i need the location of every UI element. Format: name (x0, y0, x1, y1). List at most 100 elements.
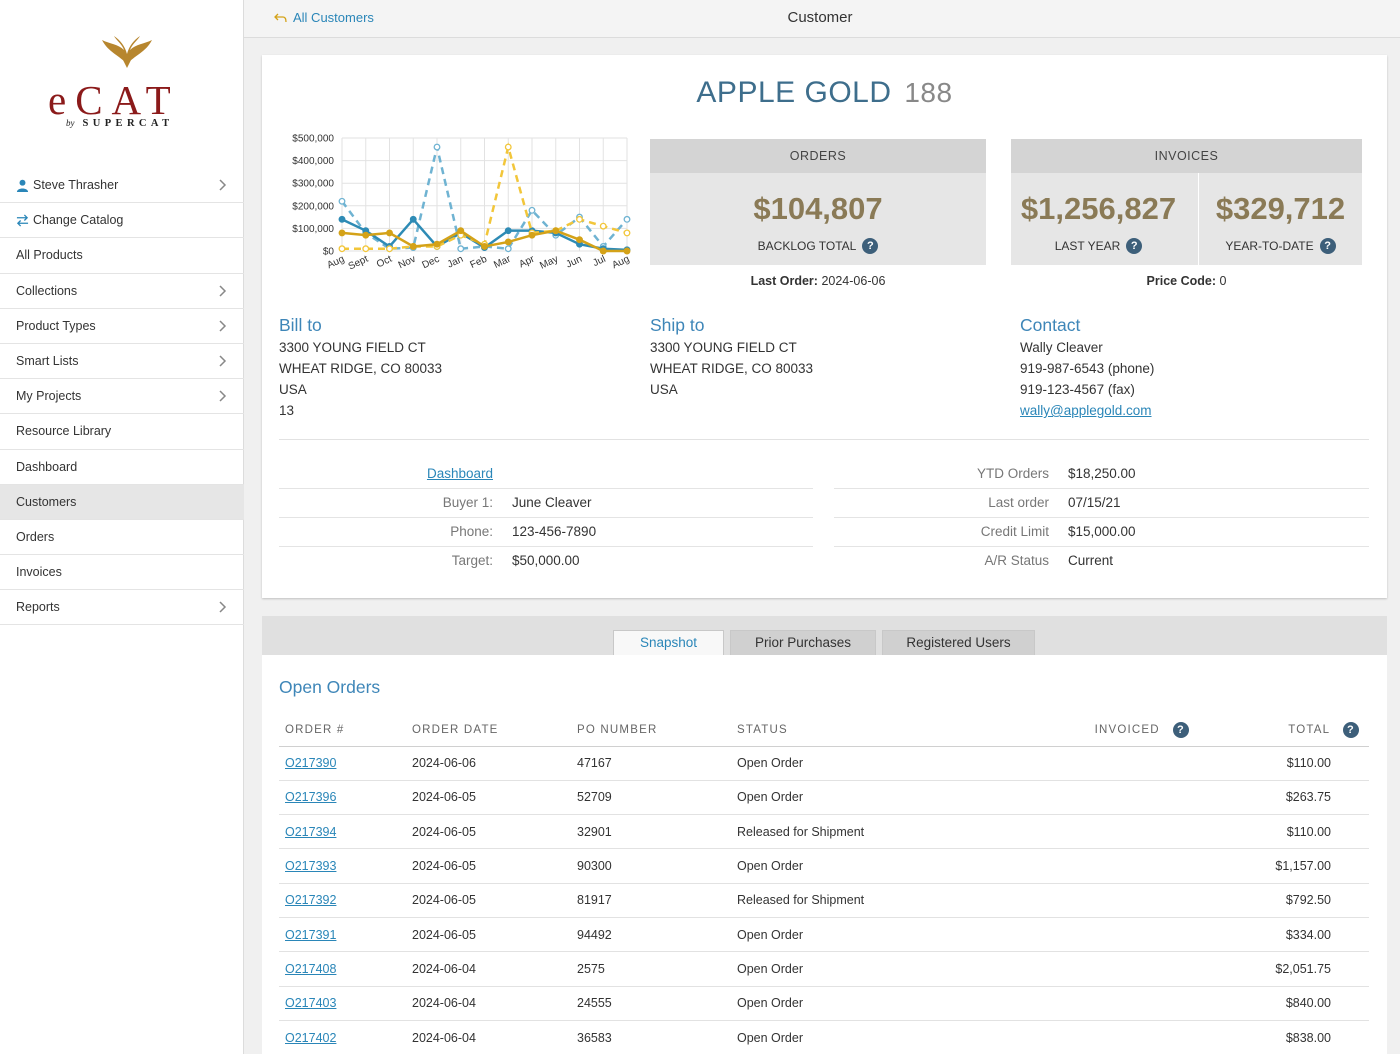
order-link[interactable]: O217394 (285, 824, 337, 839)
help-icon[interactable]: ? (1126, 238, 1143, 254)
sidebar-item-label: Reports (16, 600, 60, 615)
sidebar-item-orders[interactable]: Orders (0, 520, 244, 556)
order-link[interactable]: O217393 (285, 859, 337, 874)
sidebar-item-dashboard[interactable]: Dashboard (0, 450, 244, 485)
sidebar-item-product-types[interactable]: Product Types (0, 309, 244, 344)
detail-value: $50,000.00 (512, 553, 580, 568)
detail-value: 07/15/21 (1068, 495, 1121, 510)
sidebar-item-customers[interactable]: Customers (0, 484, 244, 520)
invoiced (1027, 1020, 1189, 1054)
help-icon[interactable]: ? (1173, 722, 1189, 739)
data-point (386, 245, 393, 253)
x-tick-label: Jan (446, 254, 465, 271)
bill-to-line3: USA (279, 382, 307, 397)
po-number: 81917 (577, 883, 737, 918)
data-point (552, 227, 560, 235)
order-status: Open Order (737, 746, 1027, 781)
x-tick-label: Jun (565, 254, 584, 271)
orders-summary-box: ORDERS $104,807 BACKLOG TOTAL ? (650, 139, 986, 265)
order-total: $2,051.75 (1189, 951, 1369, 987)
y-tick-label: $500,000 (292, 134, 334, 145)
all-customers-link[interactable]: All Customers (274, 10, 374, 25)
tab-prior-purchases[interactable]: Prior Purchases (730, 630, 876, 656)
order-link[interactable]: O217402 (285, 1030, 337, 1045)
data-point (481, 243, 488, 250)
x-tick-label: May (538, 254, 560, 272)
x-tick-label: Jul (591, 254, 607, 269)
detail-value: $18,250.00 (1068, 466, 1136, 481)
chevron-right-icon (219, 285, 227, 297)
last-year-value: $1,256,827 (1020, 191, 1177, 226)
data-point (528, 206, 536, 214)
detail-value: June Cleaver (512, 495, 592, 510)
col-header-order-date[interactable]: ORDER DATE (412, 710, 577, 747)
order-link[interactable]: O217392 (285, 893, 337, 908)
sidebar-item-collections[interactable]: Collections (0, 274, 244, 309)
order-link[interactable]: O217408 (285, 961, 337, 976)
data-point (338, 215, 346, 223)
tab-snapshot[interactable]: Snapshot (613, 630, 724, 656)
detail-label: Credit Limit (980, 524, 1049, 539)
data-point (623, 215, 631, 223)
contact-fax: 919-123-4567 (fax) (1020, 382, 1135, 397)
order-status: Open Order (737, 848, 1027, 884)
ytd-value: $329,712 (1215, 191, 1346, 226)
col-header-invoiced[interactable]: INVOICED ? (1027, 710, 1189, 747)
data-point (623, 247, 631, 255)
order-link[interactable]: O217390 (285, 756, 337, 771)
bill-to-line2: WHEAT RIDGE, CO 80033 (279, 361, 443, 376)
help-icon[interactable]: ? (1319, 238, 1336, 254)
ecat-logo[interactable]: eCAT by SUPERCAT (48, 34, 213, 134)
page-title: Customer (787, 9, 853, 26)
ship-to-block: Ship to 3300 YOUNG FIELD CT WHEAT RIDGE,… (650, 315, 813, 400)
orders-header: ORDERS (650, 139, 986, 173)
order-link[interactable]: O217403 (285, 996, 337, 1011)
help-icon[interactable]: ? (862, 238, 879, 254)
ship-to-line2: WHEAT RIDGE, CO 80033 (650, 361, 814, 376)
sidebar-item-change-catalog[interactable]: Change Catalog (0, 203, 244, 239)
data-point (457, 227, 465, 235)
table-row: O217392 2024-06-05 81917 Released for Shipm… (279, 883, 1369, 918)
order-link[interactable]: O217396 (285, 790, 337, 805)
data-point (504, 238, 512, 246)
contact-name: Wally Cleaver (1020, 340, 1103, 355)
sidebar-item-all-products[interactable]: All Products (0, 238, 244, 274)
col-header-order[interactable]: ORDER # (279, 710, 412, 747)
sidebar-item-label: Steve Thrasher (33, 178, 119, 193)
dashboard-link[interactable]: Dashboard (426, 466, 493, 481)
contact-email-link[interactable]: wally@applegold.com (1020, 403, 1152, 418)
x-tick-label: Nov (397, 254, 418, 271)
sidebar-item-invoices[interactable]: Invoices (0, 555, 244, 591)
po-number: 47167 (577, 746, 737, 781)
sidebar-item-user[interactable]: Steve Thrasher (0, 168, 244, 204)
sidebar-item-my-projects[interactable]: My Projects (0, 379, 244, 415)
table-row: O217403 2024-06-04 24555 Open Order $840.00 (279, 986, 1369, 1021)
col-header-po-number[interactable]: PO NUMBER (577, 710, 737, 747)
wings-icon (102, 36, 152, 68)
sidebar-item-label: Change Catalog (33, 213, 124, 228)
x-tick-label: Apr (518, 253, 537, 270)
y-tick-label: $300,000 (292, 179, 334, 190)
sidebar-item-label: Orders (16, 529, 55, 544)
order-total: $110.00 (1189, 746, 1369, 781)
order-link[interactable]: O217391 (285, 927, 337, 942)
table-header-row: ORDER # ORDER DATE PO NUMBER STATUS INVO… (279, 710, 1369, 747)
detail-row-phone: Phone: 123-456-7890 (279, 518, 813, 547)
sidebar-item-reports[interactable]: Reports (0, 590, 244, 626)
col-header-status[interactable]: STATUS (737, 710, 1027, 747)
detail-label: Last order (988, 495, 1049, 510)
order-total: $110.00 (1189, 814, 1369, 850)
order-date: 2024-06-04 (412, 951, 577, 987)
tab-registered-users[interactable]: Registered Users (882, 630, 1035, 656)
order-status: Open Order (737, 917, 1027, 953)
tab-bar: Snapshot Prior Purchases Registered User… (262, 616, 1387, 656)
invoiced (1027, 848, 1189, 884)
open-orders-title: Open Orders (279, 677, 381, 697)
col-header-total[interactable]: TOTAL ? (1189, 710, 1369, 747)
ship-to-title: Ship to (650, 315, 705, 335)
sidebar-item-resource-library[interactable]: Resource Library (0, 414, 244, 450)
sidebar-item-smart-lists[interactable]: Smart Lists (0, 344, 244, 380)
chevron-right-icon (219, 601, 227, 613)
help-icon[interactable]: ? (1343, 722, 1359, 739)
po-number: 94492 (577, 917, 737, 953)
